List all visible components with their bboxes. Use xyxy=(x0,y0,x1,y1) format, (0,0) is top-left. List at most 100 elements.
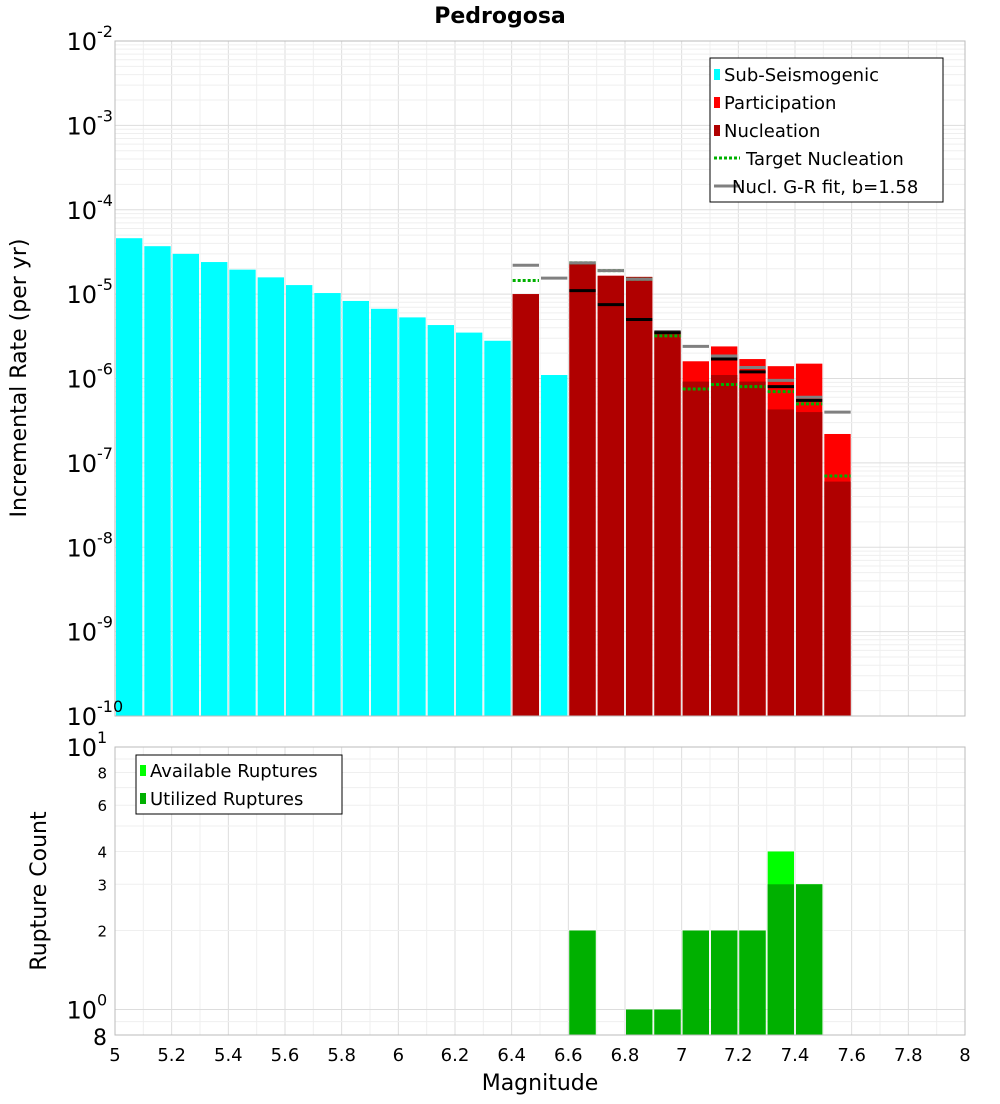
rate-bars-2 xyxy=(512,263,851,716)
count-legend-box xyxy=(135,754,343,815)
x-tick-label: 6.8 xyxy=(611,1045,640,1066)
bar-nucleation xyxy=(824,481,851,716)
bar-sub-seismogenic xyxy=(144,246,171,716)
legend-label: Nucleation xyxy=(724,121,820,142)
y-tick-label: 10 xyxy=(66,619,97,647)
bar-nucleation xyxy=(682,381,709,716)
bar-sub-seismogenic xyxy=(257,277,284,716)
bar-nucleation xyxy=(626,276,653,716)
y-tick-exponent: 1 xyxy=(97,728,107,747)
y-tick-exponent: -10 xyxy=(97,697,123,716)
legend-label: Available Ruptures xyxy=(150,761,318,782)
bar-sub-seismogenic xyxy=(399,317,426,716)
bar-nucleation xyxy=(739,381,766,716)
y-tick-label: 8 xyxy=(97,764,107,782)
x-tick-label: 6 xyxy=(393,1045,404,1066)
y-tick-label: 10 xyxy=(66,28,97,56)
bar-sub-seismogenic xyxy=(456,332,483,716)
rate-steps-5 xyxy=(569,289,823,402)
bar-nucleation xyxy=(767,409,794,716)
top-y-axis-label: Incremental Rate (per yr) xyxy=(7,239,32,518)
legend-swatch-sub-seismogenic xyxy=(714,69,720,80)
y-tick-label: 10 xyxy=(66,734,97,762)
x-tick-label: 5.6 xyxy=(271,1045,300,1066)
bar-utilized-ruptures xyxy=(711,930,738,1035)
x-tick-label: 7.2 xyxy=(724,1045,753,1066)
bar-sub-seismogenic xyxy=(116,238,143,716)
bar-utilized-ruptures xyxy=(654,1009,681,1035)
x-tick-label: 5.2 xyxy=(157,1045,186,1066)
bar-nucleation xyxy=(796,412,823,716)
x-tick-label: 5.4 xyxy=(214,1045,243,1066)
bar-sub-seismogenic xyxy=(314,293,341,716)
y-tick-exponent: -6 xyxy=(97,360,113,379)
y-tick-label: 2 xyxy=(97,923,107,941)
x-tick-label: 8 xyxy=(959,1045,970,1066)
legend-swatch-nucleation xyxy=(714,125,720,136)
legend-label: Utilized Ruptures xyxy=(150,789,303,810)
bar-nucleation xyxy=(569,263,596,716)
rate-legend: Sub-Seismogenic Participation Nucleation Ta… xyxy=(709,57,944,203)
bar-nucleation xyxy=(711,375,738,716)
x-tick-labels: 5 5.2 5.4 5.6 5.8 6 6.2 6.4 6.6 6.8 7 7.2 7.4 7.6 7.8 8 xyxy=(109,1045,970,1066)
y-tick-label: 10 xyxy=(66,450,97,478)
x-axis-label: Magnitude xyxy=(482,1071,599,1096)
bar-sub-seismogenic xyxy=(484,340,511,716)
bar-nucleation xyxy=(597,275,624,716)
chart-title: Pedrogosa xyxy=(434,4,566,29)
rate-y-tick-labels: 10-210-310-410-510-610-710-810-910-10 xyxy=(66,22,123,731)
legend-swatch-available-ruptures xyxy=(140,765,146,776)
rate-bars-0 xyxy=(116,238,568,716)
rate-plot-border xyxy=(114,40,966,717)
x-tick-label: 7.6 xyxy=(837,1045,866,1066)
y-tick-label: 10 xyxy=(66,703,97,731)
x-tick-label: 7 xyxy=(676,1045,687,1066)
y-tick-exponent: -5 xyxy=(97,275,113,294)
legend-label: Participation xyxy=(724,93,836,114)
bottom-y-axis-label: Rupture Count xyxy=(27,811,52,971)
y-tick-label: 10 xyxy=(66,281,97,309)
y-tick-exponent: -2 xyxy=(97,22,113,41)
y-tick-exponent: 0 xyxy=(97,991,107,1010)
y-tick-exponent: -4 xyxy=(97,191,113,210)
x-tick-label: 6.6 xyxy=(554,1045,583,1066)
y-tick-label: 4 xyxy=(97,843,107,861)
bar-nucleation xyxy=(654,331,681,716)
bar-utilized-ruptures xyxy=(682,930,709,1035)
y-tick-label: 10 xyxy=(66,366,97,394)
x-tick-label: 5.8 xyxy=(327,1045,356,1066)
bar-utilized-ruptures xyxy=(569,930,596,1035)
y-tick-label: 10 xyxy=(66,197,97,225)
y-tick-label: 8 xyxy=(93,1026,107,1051)
bar-sub-seismogenic xyxy=(342,300,369,716)
x-tick-label: 6.4 xyxy=(497,1045,526,1066)
count-plot-border xyxy=(114,746,966,1036)
rate-panel: 10-210-310-410-510-610-710-810-910 -10 Sub… xyxy=(66,22,966,731)
bar-sub-seismogenic xyxy=(286,285,313,716)
y-tick-label: 6 xyxy=(97,797,107,815)
count-legend: Available Ruptures Utilized Ruptures xyxy=(135,754,343,815)
count-bars-1 xyxy=(569,884,823,1035)
legend-swatch-participation xyxy=(714,97,720,108)
legend-label: Target Nucleation xyxy=(745,149,904,170)
legend-label: Sub-Seismogenic xyxy=(724,65,879,86)
bar-sub-seismogenic xyxy=(427,325,454,716)
x-tick-label: 6.2 xyxy=(441,1045,470,1066)
y-tick-exponent: -7 xyxy=(97,444,113,463)
bar-sub-seismogenic xyxy=(541,375,568,716)
bar-sub-seismogenic xyxy=(371,308,398,716)
x-tick-label: 5 xyxy=(109,1045,120,1066)
bar-utilized-ruptures xyxy=(767,884,794,1035)
bar-utilized-ruptures xyxy=(739,930,766,1035)
y-tick-label: 10 xyxy=(66,997,97,1025)
y-tick-exponent: -9 xyxy=(97,613,113,632)
bar-sub-seismogenic xyxy=(172,253,199,716)
bar-utilized-ruptures xyxy=(796,884,823,1035)
legend-swatch-utilized-ruptures xyxy=(140,793,146,804)
bar-sub-seismogenic xyxy=(229,269,256,716)
bar-sub-seismogenic xyxy=(201,262,228,716)
